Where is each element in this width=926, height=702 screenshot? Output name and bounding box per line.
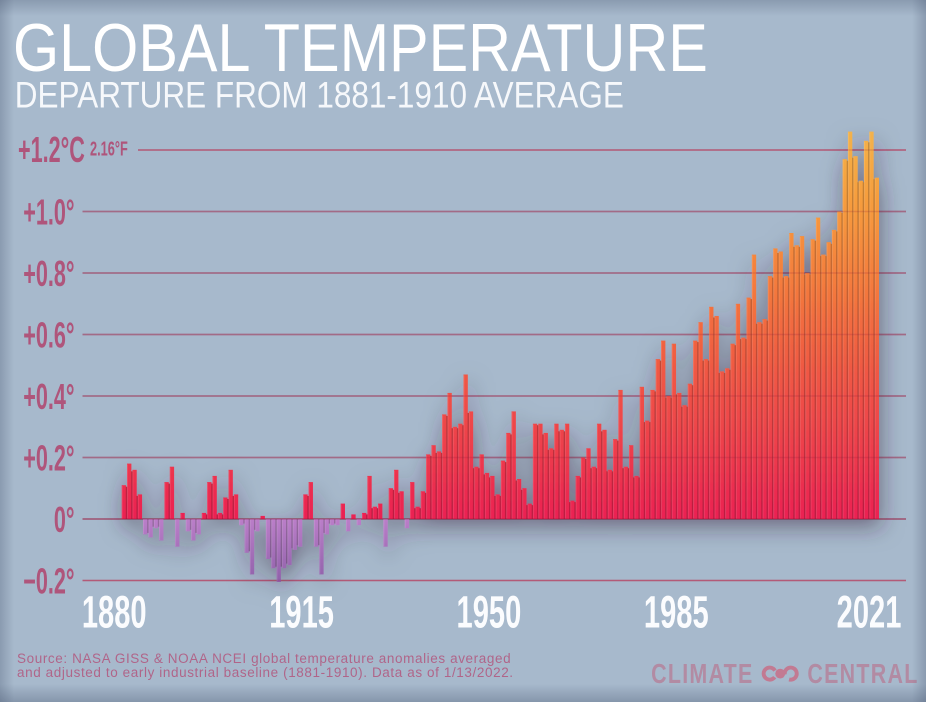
svg-text:1880: 1880	[82, 587, 147, 638]
svg-text:2021: 2021	[837, 587, 902, 638]
svg-text:+0.2°: +0.2°	[23, 439, 74, 479]
svg-text:+0.6°: +0.6°	[23, 316, 74, 356]
svg-text:1950: 1950	[457, 587, 522, 638]
svg-text:−0.2°: −0.2°	[23, 562, 74, 602]
svg-text:+1.2°C: +1.2°C	[18, 130, 85, 170]
svg-text:+1.0°: +1.0°	[23, 193, 74, 233]
svg-text:2.16°F: 2.16°F	[90, 138, 128, 161]
svg-text:1915: 1915	[269, 587, 334, 638]
svg-text:0°: 0°	[54, 500, 75, 540]
svg-text:Source: NASA GISS & NOAA NCEI: Source: NASA GISS & NOAA NCEI global tem…	[17, 651, 511, 666]
svg-text:+0.8°: +0.8°	[23, 254, 74, 294]
svg-text:GLOBAL TEMPERATURE: GLOBAL TEMPERATURE	[13, 9, 708, 86]
svg-text:and adjusted to early industri: and adjusted to early industrial baselin…	[17, 665, 514, 680]
svg-text:DEPARTURE FROM 1881-1910 AVERA: DEPARTURE FROM 1881-1910 AVERAGE	[15, 75, 624, 116]
svg-text:1985: 1985	[644, 587, 709, 638]
svg-text:+0.4°: +0.4°	[23, 377, 74, 417]
